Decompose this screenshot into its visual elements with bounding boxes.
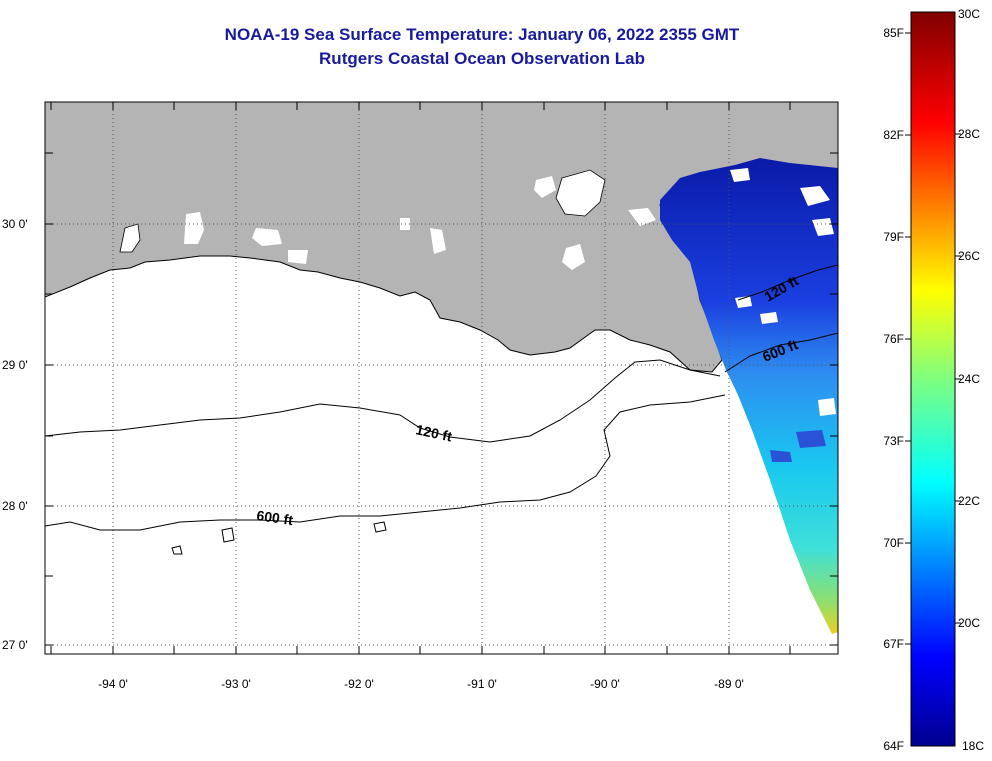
cool-patch xyxy=(796,430,826,448)
lake xyxy=(252,228,282,246)
lake xyxy=(288,250,308,264)
lake xyxy=(555,169,606,217)
contour-islands xyxy=(171,521,387,555)
contour-120ft-east xyxy=(737,264,838,301)
lon-label: -91 0' xyxy=(467,677,497,691)
cloud-patch xyxy=(812,218,834,236)
lat-label: 30 0' xyxy=(2,217,28,231)
colorbar-ticks xyxy=(905,32,961,645)
map-frame xyxy=(44,101,839,655)
lat-label: 27 0' xyxy=(2,638,28,652)
cloud-patch xyxy=(818,398,836,416)
lon-label: -93 0' xyxy=(221,677,251,691)
colorbar-c-label: 24C xyxy=(958,372,980,386)
contour-600ft-east xyxy=(724,332,838,373)
lat-label: 28 0' xyxy=(2,499,28,513)
lake xyxy=(562,244,585,270)
colorbar-c-label: 20C xyxy=(958,616,980,630)
colorbar xyxy=(910,11,956,747)
colorbar-c-label: 22C xyxy=(958,494,980,508)
lon-label: -92 0' xyxy=(344,677,374,691)
colorbar-c-label: 30C xyxy=(958,7,980,21)
lake xyxy=(628,208,656,226)
graticule xyxy=(45,102,838,654)
lat-label: 29 0' xyxy=(2,358,28,372)
contour-600ft xyxy=(45,394,726,531)
colorbar-f-label: 82F xyxy=(883,128,904,142)
lake xyxy=(119,223,141,253)
lake xyxy=(534,176,556,198)
map-title: NOAA-19 Sea Surface Temperature: January… xyxy=(224,25,740,44)
map-subtitle: Rutgers Coastal Ocean Observation Lab xyxy=(319,49,645,68)
colorbar-c-label: 18C xyxy=(962,739,984,753)
cloud-patch xyxy=(735,296,752,308)
colorbar-f-label: 70F xyxy=(883,536,904,550)
colorbar-c-label: 26C xyxy=(958,249,980,263)
cool-patch xyxy=(770,450,792,462)
lake xyxy=(184,212,204,244)
colorbar-f-label: 67F xyxy=(883,637,904,651)
lon-label: -90 0' xyxy=(590,677,620,691)
colorbar-f-label: 85F xyxy=(883,26,904,40)
colorbar-f-label: 64F xyxy=(883,739,904,753)
cloud-patch xyxy=(760,312,778,324)
contour-label: 600 ft xyxy=(256,507,295,528)
colorbar-c-label: 28C xyxy=(958,127,980,141)
sst-swath xyxy=(660,158,838,634)
lake xyxy=(430,228,446,254)
colorbar-f-label: 79F xyxy=(883,230,904,244)
lon-label: -94 0' xyxy=(98,677,128,691)
cloud-patch xyxy=(730,168,750,182)
contour-120ft xyxy=(45,359,721,443)
cloud-patch xyxy=(800,186,830,206)
contour-label: 120 ft xyxy=(414,421,453,444)
colorbar-f-label: 76F xyxy=(883,332,904,346)
colorbar-f-label: 73F xyxy=(883,434,904,448)
lon-label: -89 0' xyxy=(714,677,744,691)
map-ticks xyxy=(45,102,838,654)
